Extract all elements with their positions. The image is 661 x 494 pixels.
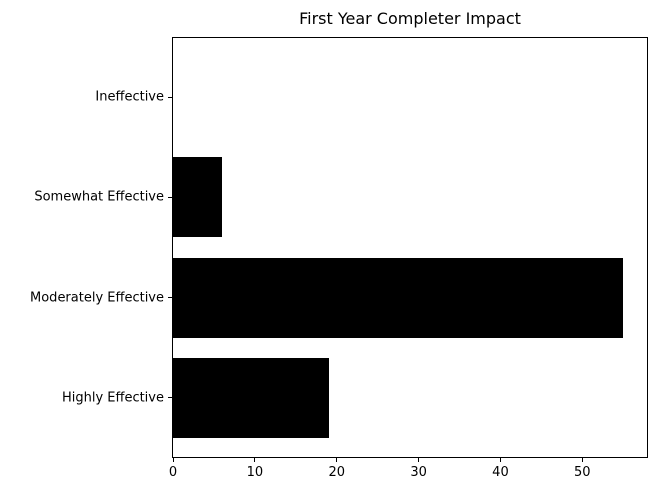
y-tick-mark — [168, 397, 172, 399]
y-tick-label-highly-effective: Highly Effective — [61, 390, 164, 406]
y-tick-label-somewhat-effective: Somewhat Effective — [34, 189, 164, 205]
x-tick-mark — [418, 458, 420, 462]
chart-title: First Year Completer Impact — [299, 9, 521, 28]
x-tick-label-0: 0 — [168, 465, 178, 480]
x-tick-label-10: 10 — [246, 465, 264, 480]
y-tick-mark — [168, 196, 172, 198]
y-tick-label-moderately-effective: Moderately Effective — [30, 290, 164, 306]
plot-area: Ineffective Somewhat Effective Moderately … — [30, 37, 648, 480]
bar-moderately-effective — [173, 257, 624, 338]
y-tick-label-ineffective: Ineffective — [95, 89, 164, 105]
x-tick-label-20: 20 — [328, 465, 345, 480]
x-tick-mark — [499, 458, 501, 462]
bar-somewhat-effective — [173, 157, 223, 238]
x-tick-mark — [581, 458, 583, 462]
bar-highly-effective — [173, 357, 329, 438]
x-tick-mark — [336, 458, 338, 462]
x-tick-label-40: 40 — [492, 465, 509, 480]
y-tick-mark — [168, 297, 172, 299]
x-tick-label-50: 50 — [574, 465, 591, 480]
x-tick-mark — [254, 458, 256, 462]
x-tick-label-30: 30 — [410, 465, 427, 480]
y-tick-mark — [168, 96, 172, 98]
x-tick-mark — [172, 458, 174, 462]
